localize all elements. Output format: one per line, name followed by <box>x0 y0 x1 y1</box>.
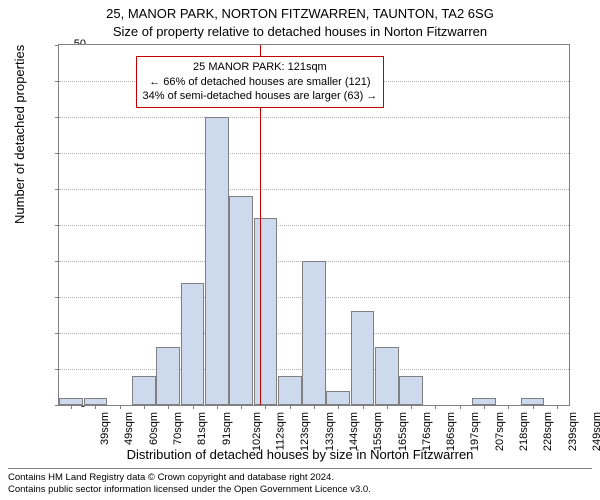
histogram-bar <box>59 398 83 405</box>
x-tick-mark <box>533 405 534 409</box>
histogram-bar <box>302 261 326 405</box>
footer-line-1: Contains HM Land Registry data © Crown c… <box>8 472 592 484</box>
chart-title-sub: Size of property relative to detached ho… <box>0 24 600 39</box>
y-tick-mark <box>55 189 59 190</box>
y-tick-mark <box>55 405 59 406</box>
x-tick-label: 81sqm <box>196 412 208 445</box>
x-tick-mark <box>338 405 339 409</box>
footer-line-2: Contains public sector information licen… <box>8 484 592 496</box>
chart-container: 25, MANOR PARK, NORTON FITZWARREN, TAUNT… <box>0 0 600 500</box>
histogram-bar <box>521 398 545 405</box>
grid-line <box>59 189 569 190</box>
info-line: 34% of semi-detached houses are larger (… <box>143 89 378 104</box>
histogram-bar <box>205 117 229 405</box>
x-tick-label: 60sqm <box>148 412 160 445</box>
x-tick-mark <box>71 405 72 409</box>
histogram-bar <box>375 347 399 405</box>
x-tick-label: 207sqm <box>494 412 506 451</box>
grid-line <box>59 225 569 226</box>
x-tick-mark <box>314 405 315 409</box>
x-tick-mark <box>95 405 96 409</box>
x-tick-label: 165sqm <box>397 412 409 451</box>
histogram-bar <box>181 283 205 405</box>
y-tick-mark <box>55 117 59 118</box>
x-tick-label: 91sqm <box>221 412 233 445</box>
histogram-bar <box>229 196 253 405</box>
x-tick-label: 176sqm <box>421 412 433 451</box>
x-tick-mark <box>144 405 145 409</box>
histogram-bar <box>84 398 108 405</box>
y-tick-mark <box>55 333 59 334</box>
info-line: 25 MANOR PARK: 121sqm <box>143 60 378 75</box>
x-tick-mark <box>387 405 388 409</box>
x-tick-mark <box>557 405 558 409</box>
x-tick-label: 112sqm <box>274 412 286 450</box>
footer-attribution: Contains HM Land Registry data © Crown c… <box>8 468 592 496</box>
y-tick-mark <box>55 153 59 154</box>
x-tick-mark <box>363 405 364 409</box>
histogram-bar <box>399 376 423 405</box>
x-tick-label: 239sqm <box>567 412 579 451</box>
x-tick-label: 155sqm <box>372 412 384 451</box>
histogram-bar <box>132 376 156 405</box>
histogram-bar <box>351 311 375 405</box>
x-tick-mark <box>411 405 412 409</box>
x-tick-mark <box>508 405 509 409</box>
grid-line <box>59 117 569 118</box>
y-tick-mark <box>55 81 59 82</box>
x-tick-label: 197sqm <box>470 412 482 451</box>
x-tick-mark <box>217 405 218 409</box>
x-tick-mark <box>241 405 242 409</box>
plot-area: 25 MANOR PARK: 121sqm← 66% of detached h… <box>58 44 570 406</box>
histogram-bar <box>254 218 278 405</box>
x-tick-mark <box>484 405 485 409</box>
histogram-bar <box>278 376 302 405</box>
y-tick-mark <box>55 369 59 370</box>
y-axis-label: Number of detached properties <box>12 45 27 224</box>
y-tick-mark <box>55 45 59 46</box>
x-tick-label: 123sqm <box>300 412 312 451</box>
info-line: ← 66% of detached houses are smaller (12… <box>143 75 378 90</box>
histogram-bar <box>326 391 350 405</box>
y-tick-mark <box>55 225 59 226</box>
y-tick-mark <box>55 297 59 298</box>
x-tick-label: 70sqm <box>172 412 184 445</box>
x-tick-mark <box>120 405 121 409</box>
grid-line <box>59 153 569 154</box>
x-tick-mark <box>168 405 169 409</box>
x-tick-label: 39sqm <box>99 412 111 445</box>
x-tick-mark <box>290 405 291 409</box>
x-tick-mark <box>265 405 266 409</box>
x-tick-mark <box>460 405 461 409</box>
x-tick-mark <box>435 405 436 409</box>
histogram-bar <box>156 347 180 405</box>
x-tick-label: 144sqm <box>348 412 360 451</box>
x-tick-label: 49sqm <box>123 412 135 445</box>
x-tick-label: 228sqm <box>542 412 554 451</box>
histogram-bar <box>472 398 496 405</box>
x-tick-mark <box>193 405 194 409</box>
y-tick-mark <box>55 261 59 262</box>
x-tick-label: 218sqm <box>518 412 530 451</box>
x-tick-label: 133sqm <box>324 412 336 451</box>
x-tick-label: 249sqm <box>591 412 600 451</box>
chart-title-main: 25, MANOR PARK, NORTON FITZWARREN, TAUNT… <box>0 6 600 21</box>
x-tick-label: 186sqm <box>445 412 457 451</box>
x-tick-label: 102sqm <box>251 412 263 451</box>
info-box: 25 MANOR PARK: 121sqm← 66% of detached h… <box>136 56 385 109</box>
